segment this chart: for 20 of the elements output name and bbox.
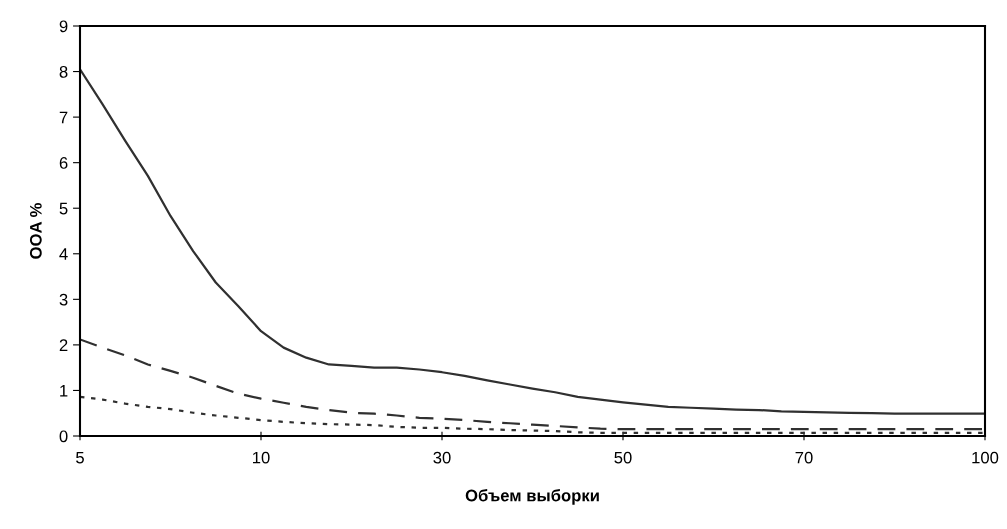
x-tick-label: 5 [76, 451, 84, 464]
x-tick-label: 100 [972, 451, 999, 464]
y-tick-label: 3 [59, 293, 68, 306]
x-tick-label: 10 [253, 451, 270, 464]
y-tick-label: 5 [59, 202, 68, 215]
y-tick-label: 6 [59, 157, 68, 169]
y-tick-label: 9 [59, 20, 68, 33]
x-axis-title: Объем выборки [465, 489, 599, 505]
y-tick-label: 0 [59, 430, 68, 443]
y-tick-label: 4 [59, 248, 68, 260]
y-axis-title: OOA % [29, 203, 42, 259]
line-series [80, 338, 985, 431]
x-tick-label: 70 [795, 451, 813, 464]
x-tick-label: 30 [433, 451, 451, 464]
x-tick-label: 50 [614, 451, 632, 464]
y-tick-label: 1 [60, 385, 68, 397]
y-tick-label: 7 [59, 111, 68, 124]
line-series [80, 68, 985, 415]
y-tick-label: 8 [59, 65, 68, 78]
y-tick-label: 2 [59, 339, 68, 351]
